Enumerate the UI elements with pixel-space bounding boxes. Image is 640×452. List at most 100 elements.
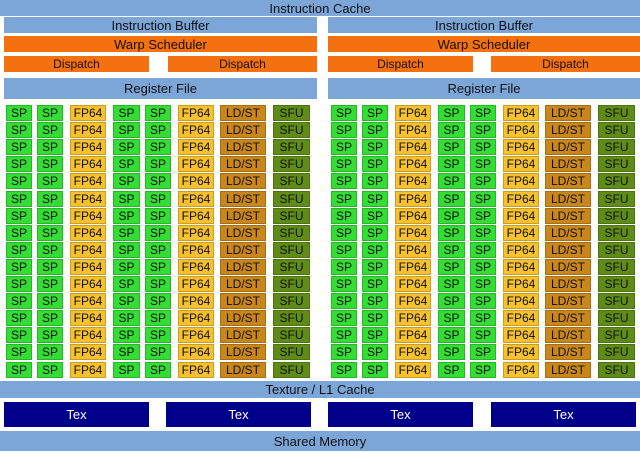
instruction-buffer-right: Instruction Buffer bbox=[328, 17, 640, 33]
sp-core-left-r6-c3: SP bbox=[113, 208, 140, 224]
fp64-core-right-r12-c5: FP64 bbox=[503, 310, 539, 326]
instruction-cache: Instruction Cache bbox=[0, 0, 640, 16]
fp64-core-left-r7-c5: FP64 bbox=[178, 225, 214, 241]
sp-core-left-r12-c4: SP bbox=[145, 310, 171, 326]
sp-core-left-r7-c3: SP bbox=[113, 225, 140, 241]
sfu-core-right-r4-c7: SFU bbox=[598, 173, 635, 189]
sp-core-right-r15-c1: SP bbox=[362, 362, 388, 378]
sp-core-right-r3-c4: SP bbox=[470, 156, 496, 172]
sfu-core-right-r2-c7: SFU bbox=[598, 139, 635, 155]
sp-core-right-r4-c4: SP bbox=[470, 173, 496, 189]
sp-core-left-r11-c3: SP bbox=[113, 293, 140, 309]
fp64-core-right-r5-c5: FP64 bbox=[503, 191, 539, 207]
sp-core-right-r2-c4: SP bbox=[470, 139, 496, 155]
sp-core-right-r8-c0: SP bbox=[331, 242, 357, 258]
fp64-core-right-r7-c2: FP64 bbox=[395, 225, 431, 241]
fp64-core-right-r5-c2: FP64 bbox=[395, 191, 431, 207]
sp-core-left-r2-c3: SP bbox=[113, 139, 140, 155]
sp-core-left-r3-c0: SP bbox=[6, 156, 32, 172]
ldst-core-left-r7-c6: LD/ST bbox=[220, 225, 266, 241]
sp-core-left-r3-c3: SP bbox=[113, 156, 140, 172]
fp64-core-right-r2-c2: FP64 bbox=[395, 139, 431, 155]
dispatch-unit-right-2: Dispatch bbox=[491, 56, 640, 72]
ldst-core-left-r8-c6: LD/ST bbox=[220, 242, 266, 258]
sp-core-right-r1-c1: SP bbox=[362, 122, 388, 138]
sfu-core-left-r8-c7: SFU bbox=[273, 242, 310, 258]
sp-core-right-r13-c4: SP bbox=[470, 327, 496, 343]
sp-core-left-r4-c1: SP bbox=[37, 173, 63, 189]
fp64-core-left-r8-c2: FP64 bbox=[70, 242, 106, 258]
sp-core-right-r5-c0: SP bbox=[331, 191, 357, 207]
ldst-core-left-r1-c6: LD/ST bbox=[220, 122, 266, 138]
fp64-core-left-r3-c2: FP64 bbox=[70, 156, 106, 172]
sp-core-right-r2-c3: SP bbox=[438, 139, 465, 155]
fp64-core-right-r13-c5: FP64 bbox=[503, 327, 539, 343]
fp64-core-right-r11-c5: FP64 bbox=[503, 293, 539, 309]
sp-core-left-r9-c3: SP bbox=[113, 259, 140, 275]
fp64-core-left-r7-c2: FP64 bbox=[70, 225, 106, 241]
sp-core-left-r15-c4: SP bbox=[145, 362, 171, 378]
sp-core-right-r9-c3: SP bbox=[438, 259, 465, 275]
ldst-core-right-r14-c6: LD/ST bbox=[545, 344, 591, 360]
fp64-core-right-r9-c2: FP64 bbox=[395, 259, 431, 275]
fp64-core-right-r14-c5: FP64 bbox=[503, 344, 539, 360]
warp-scheduler-right: Warp Scheduler bbox=[328, 36, 640, 52]
sp-core-left-r7-c4: SP bbox=[145, 225, 171, 241]
sp-core-right-r9-c4: SP bbox=[470, 259, 496, 275]
sp-core-left-r0-c3: SP bbox=[113, 105, 140, 121]
fp64-core-left-r11-c5: FP64 bbox=[178, 293, 214, 309]
register-file-right: Register File bbox=[328, 78, 640, 99]
fp64-core-left-r12-c2: FP64 bbox=[70, 310, 106, 326]
sp-core-left-r4-c3: SP bbox=[113, 173, 140, 189]
sfu-core-left-r12-c7: SFU bbox=[273, 310, 310, 326]
fp64-core-left-r10-c2: FP64 bbox=[70, 276, 106, 292]
sp-core-left-r10-c1: SP bbox=[37, 276, 63, 292]
fp64-core-left-r13-c2: FP64 bbox=[70, 327, 106, 343]
fp64-core-left-r6-c5: FP64 bbox=[178, 208, 214, 224]
sp-core-left-r5-c1: SP bbox=[37, 191, 63, 207]
sp-core-right-r14-c4: SP bbox=[470, 344, 496, 360]
ldst-core-right-r4-c6: LD/ST bbox=[545, 173, 591, 189]
sp-core-right-r4-c1: SP bbox=[362, 173, 388, 189]
sp-core-right-r3-c0: SP bbox=[331, 156, 357, 172]
sp-core-right-r12-c0: SP bbox=[331, 310, 357, 326]
fp64-core-right-r7-c5: FP64 bbox=[503, 225, 539, 241]
sfu-core-right-r10-c7: SFU bbox=[598, 276, 635, 292]
fp64-core-right-r4-c5: FP64 bbox=[503, 173, 539, 189]
fp64-core-left-r4-c5: FP64 bbox=[178, 173, 214, 189]
sfu-core-left-r3-c7: SFU bbox=[273, 156, 310, 172]
sp-core-right-r15-c4: SP bbox=[470, 362, 496, 378]
fp64-core-left-r13-c5: FP64 bbox=[178, 327, 214, 343]
fp64-core-left-r2-c5: FP64 bbox=[178, 139, 214, 155]
sp-core-right-r13-c3: SP bbox=[438, 327, 465, 343]
sp-core-left-r4-c4: SP bbox=[145, 173, 171, 189]
sp-core-right-r6-c4: SP bbox=[470, 208, 496, 224]
sp-core-left-r15-c0: SP bbox=[6, 362, 32, 378]
sp-core-right-r1-c4: SP bbox=[470, 122, 496, 138]
sp-core-left-r14-c0: SP bbox=[6, 344, 32, 360]
ldst-core-right-r5-c6: LD/ST bbox=[545, 191, 591, 207]
sp-core-right-r12-c1: SP bbox=[362, 310, 388, 326]
sp-core-left-r10-c4: SP bbox=[145, 276, 171, 292]
sp-core-right-r10-c4: SP bbox=[470, 276, 496, 292]
fp64-core-left-r5-c5: FP64 bbox=[178, 191, 214, 207]
sp-core-right-r10-c0: SP bbox=[331, 276, 357, 292]
sfu-core-right-r7-c7: SFU bbox=[598, 225, 635, 241]
ldst-core-right-r13-c6: LD/ST bbox=[545, 327, 591, 343]
sp-core-right-r4-c0: SP bbox=[331, 173, 357, 189]
fp64-core-left-r14-c2: FP64 bbox=[70, 344, 106, 360]
fp64-core-left-r14-c5: FP64 bbox=[178, 344, 214, 360]
sp-core-right-r5-c3: SP bbox=[438, 191, 465, 207]
ldst-core-right-r6-c6: LD/ST bbox=[545, 208, 591, 224]
fp64-core-right-r2-c5: FP64 bbox=[503, 139, 539, 155]
sp-core-right-r1-c0: SP bbox=[331, 122, 357, 138]
warp-scheduler-left: Warp Scheduler bbox=[4, 36, 317, 52]
ldst-core-right-r7-c6: LD/ST bbox=[545, 225, 591, 241]
sp-core-left-r2-c0: SP bbox=[6, 139, 32, 155]
tex-unit-4: Tex bbox=[491, 402, 636, 427]
sp-core-right-r11-c0: SP bbox=[331, 293, 357, 309]
ldst-core-right-r3-c6: LD/ST bbox=[545, 156, 591, 172]
fp64-core-left-r12-c5: FP64 bbox=[178, 310, 214, 326]
fp64-core-right-r3-c5: FP64 bbox=[503, 156, 539, 172]
sp-core-right-r4-c3: SP bbox=[438, 173, 465, 189]
